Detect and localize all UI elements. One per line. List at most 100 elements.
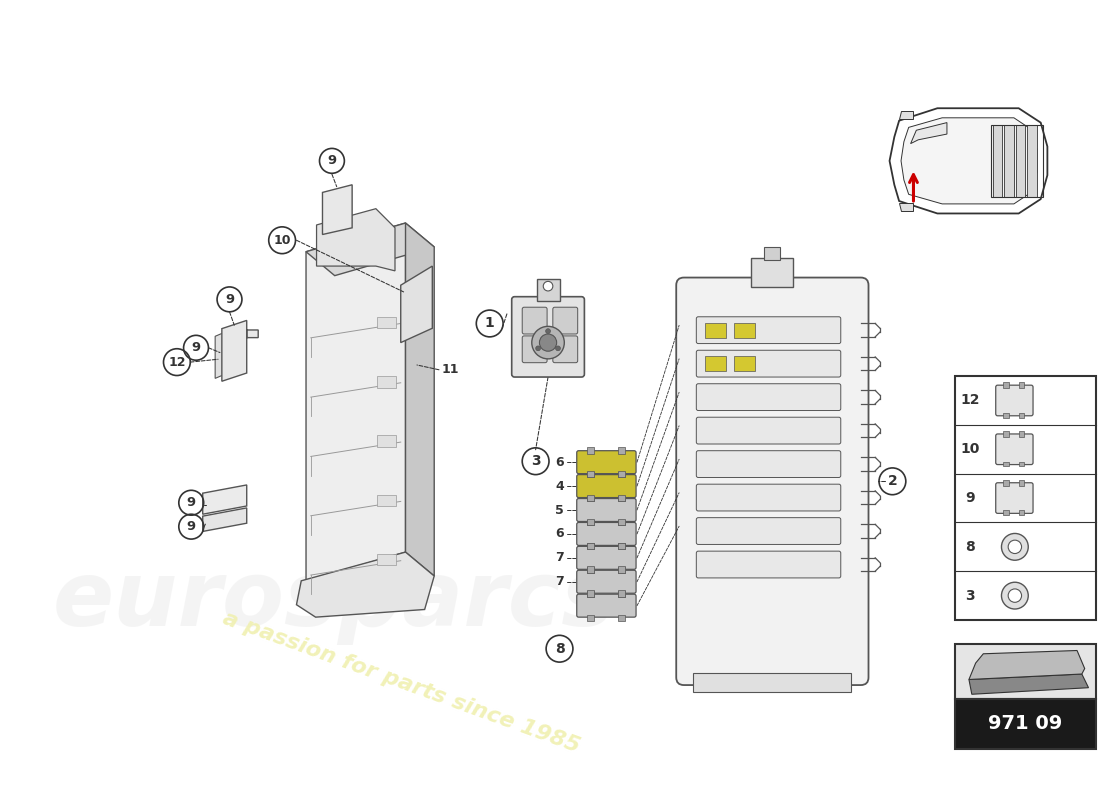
Circle shape [1009, 540, 1022, 554]
Bar [751, 258, 793, 287]
Polygon shape [322, 185, 352, 234]
Text: 9: 9 [191, 342, 200, 354]
Bar [618, 470, 625, 478]
FancyBboxPatch shape [696, 350, 840, 377]
Bar [764, 247, 780, 260]
Polygon shape [297, 552, 434, 617]
Text: 10: 10 [960, 442, 980, 456]
Text: 9: 9 [328, 154, 337, 167]
Bar [537, 278, 560, 301]
FancyBboxPatch shape [696, 450, 840, 478]
FancyBboxPatch shape [576, 498, 636, 522]
Bar [705, 322, 726, 338]
Bar [587, 519, 594, 526]
Bar [587, 566, 594, 573]
Bar [1019, 480, 1024, 486]
FancyBboxPatch shape [696, 518, 840, 545]
Text: 1: 1 [485, 317, 495, 330]
Polygon shape [406, 223, 434, 576]
Text: 9: 9 [965, 491, 975, 505]
Bar [705, 356, 726, 371]
Bar [587, 472, 594, 478]
FancyBboxPatch shape [553, 336, 578, 362]
Text: 9: 9 [224, 293, 234, 306]
Bar [377, 317, 396, 328]
Polygon shape [911, 122, 947, 144]
Text: 9: 9 [187, 496, 196, 510]
Bar [991, 125, 1043, 198]
FancyBboxPatch shape [576, 522, 636, 546]
Bar [587, 591, 594, 597]
Text: 6: 6 [556, 456, 564, 469]
Bar [993, 125, 1002, 198]
Text: 4: 4 [556, 479, 564, 493]
Bar [587, 543, 594, 550]
Bar [587, 470, 594, 478]
Polygon shape [306, 223, 434, 276]
Circle shape [556, 346, 560, 350]
Bar [587, 567, 594, 573]
Text: 9: 9 [187, 520, 196, 533]
Bar [618, 494, 625, 502]
Polygon shape [969, 650, 1085, 679]
FancyBboxPatch shape [696, 484, 840, 511]
Bar [1003, 413, 1009, 418]
Bar [1019, 462, 1024, 466]
Bar [618, 567, 625, 573]
Bar [618, 590, 625, 597]
Polygon shape [202, 485, 246, 514]
Bar [1003, 480, 1009, 486]
Bar [587, 496, 594, 502]
Bar [1004, 125, 1014, 198]
Circle shape [531, 326, 564, 359]
Bar [1019, 413, 1024, 418]
Text: 8: 8 [965, 540, 975, 554]
Bar [1019, 431, 1024, 437]
Text: 3: 3 [531, 454, 540, 468]
Bar [1015, 125, 1025, 198]
Bar [693, 673, 851, 692]
FancyBboxPatch shape [576, 594, 636, 617]
Bar [587, 494, 594, 502]
FancyBboxPatch shape [553, 307, 578, 334]
Bar [618, 519, 625, 526]
FancyBboxPatch shape [522, 307, 547, 334]
Bar [618, 496, 625, 502]
Circle shape [539, 334, 557, 351]
Polygon shape [400, 266, 432, 342]
Bar [1003, 462, 1009, 466]
Circle shape [536, 346, 540, 350]
FancyBboxPatch shape [996, 482, 1033, 514]
FancyBboxPatch shape [696, 418, 840, 444]
Bar [1003, 431, 1009, 437]
Text: 971 09: 971 09 [988, 714, 1063, 734]
Bar [618, 518, 625, 526]
Bar [1003, 382, 1009, 388]
Circle shape [543, 282, 553, 291]
Bar [587, 447, 594, 454]
FancyBboxPatch shape [522, 336, 547, 362]
FancyBboxPatch shape [676, 278, 869, 685]
Bar [734, 356, 755, 371]
Bar [955, 644, 1097, 698]
Circle shape [546, 329, 550, 334]
FancyBboxPatch shape [696, 317, 840, 343]
Bar [618, 543, 625, 550]
Polygon shape [901, 118, 1037, 204]
Text: 7: 7 [556, 551, 564, 564]
Text: 7: 7 [556, 575, 564, 588]
FancyBboxPatch shape [576, 570, 636, 594]
Bar [377, 376, 396, 387]
Text: eurosparcs: eurosparcs [53, 557, 616, 645]
Bar [955, 376, 1097, 620]
FancyBboxPatch shape [996, 434, 1033, 465]
FancyBboxPatch shape [576, 546, 636, 570]
Polygon shape [899, 111, 913, 118]
Circle shape [1001, 582, 1028, 609]
Bar [618, 591, 625, 597]
Circle shape [1001, 534, 1028, 560]
Polygon shape [202, 508, 246, 531]
Circle shape [1009, 589, 1022, 602]
Polygon shape [317, 209, 395, 271]
Bar [955, 698, 1097, 749]
